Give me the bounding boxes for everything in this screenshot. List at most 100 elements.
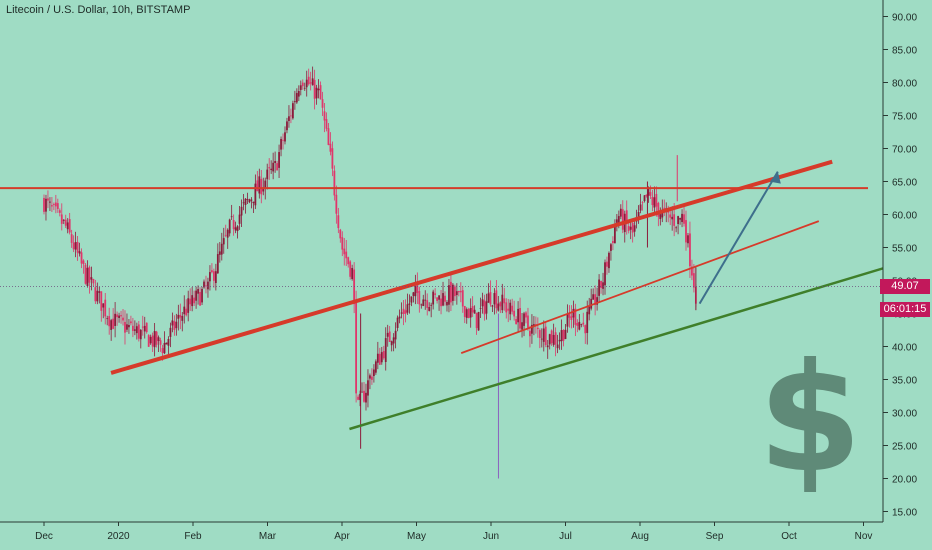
candle-body — [321, 99, 324, 108]
candle-body — [112, 318, 115, 329]
candle-body — [453, 286, 456, 297]
candle-body — [329, 143, 332, 152]
candle-body — [88, 267, 91, 283]
candle-body — [135, 326, 138, 334]
candle-body — [325, 119, 328, 129]
candle-body — [110, 320, 113, 330]
candle-body — [51, 205, 53, 207]
candle-body — [371, 376, 373, 380]
candle-body — [232, 220, 235, 230]
candle-body — [578, 321, 581, 330]
candle-body — [175, 321, 178, 329]
candle-body — [675, 227, 678, 229]
candle-body — [540, 338, 543, 340]
candle-body — [436, 297, 439, 301]
candle-body — [293, 101, 296, 103]
price-tick-label: 85.00 — [892, 46, 917, 57]
candle-body — [58, 210, 61, 213]
candle-body — [645, 194, 648, 197]
candle-body — [303, 87, 306, 89]
candle-body — [475, 312, 478, 329]
candle-body — [274, 161, 277, 164]
candle-body — [171, 320, 174, 326]
candle-body — [438, 295, 440, 300]
candle-body — [677, 216, 679, 225]
candle-body — [222, 238, 225, 245]
candle-body — [562, 329, 565, 341]
candle-body — [54, 202, 57, 207]
candle-body — [159, 340, 162, 345]
candle-body — [173, 321, 176, 330]
candle-body — [517, 308, 519, 323]
candle-body — [568, 313, 571, 318]
candle-body — [384, 338, 387, 362]
candle-body — [211, 270, 213, 273]
candle-body — [295, 93, 298, 103]
candle-body — [386, 332, 389, 337]
candle-body — [145, 322, 148, 333]
candle-countdown-label: 06:01:15 — [880, 302, 930, 317]
candle-body — [128, 324, 130, 328]
projection-arrow — [698, 171, 779, 305]
price-tick-label: 75.00 — [892, 112, 917, 123]
candle-body — [70, 234, 73, 243]
candle-body — [459, 290, 462, 293]
candle-body — [226, 229, 229, 238]
candle-body — [655, 193, 658, 207]
candle-body — [72, 242, 75, 250]
time-tick-label: Mar — [259, 531, 277, 542]
candle-body — [193, 297, 196, 304]
candle-body — [400, 312, 403, 314]
candle-body — [66, 222, 69, 230]
candle-body — [179, 314, 182, 318]
candle-body — [669, 214, 672, 218]
candle-body — [420, 304, 423, 306]
candle-body — [673, 214, 676, 226]
candle-body — [133, 329, 136, 331]
candle-body — [691, 266, 693, 276]
candle-body — [262, 187, 265, 192]
candle-body — [469, 307, 472, 318]
candle-body — [349, 261, 352, 277]
candle-body — [657, 202, 660, 217]
candle-body — [266, 169, 269, 180]
candle-body — [428, 307, 431, 311]
candle-body — [183, 306, 186, 315]
candle-body — [455, 291, 458, 296]
candle-body — [465, 309, 468, 318]
drawings-layer — [0, 159, 920, 431]
candle-body — [679, 218, 681, 220]
candle-body — [137, 324, 140, 339]
candle-body — [199, 291, 201, 306]
candle-body — [280, 138, 282, 150]
candle-body — [209, 272, 211, 282]
candle-body — [367, 380, 369, 396]
candle-body — [203, 281, 205, 288]
candle-body — [82, 260, 85, 265]
candle-body — [234, 227, 237, 231]
candle-body — [181, 316, 184, 321]
time-tick-label: Apr — [334, 531, 350, 542]
candle-body — [613, 226, 616, 244]
candle-body — [394, 330, 397, 340]
candle-body — [507, 308, 510, 311]
candle-body — [416, 283, 419, 294]
candle-body — [284, 132, 286, 142]
time-tick-label: Dec — [35, 531, 53, 542]
arrow-head — [769, 171, 781, 184]
candle-body — [422, 299, 425, 306]
candles-layer — [43, 66, 697, 479]
candle-body — [687, 235, 689, 244]
candle-body — [592, 294, 595, 300]
candle-body — [311, 78, 314, 86]
candle-body — [118, 315, 120, 318]
candle-body — [532, 324, 535, 327]
candle-body — [548, 334, 551, 345]
candle-body — [100, 291, 103, 311]
time-tick-label: Feb — [184, 531, 202, 542]
candle-body — [582, 322, 585, 325]
candle-body — [189, 298, 192, 305]
candle-body — [509, 302, 512, 315]
time-tick-label: Jun — [483, 531, 499, 542]
